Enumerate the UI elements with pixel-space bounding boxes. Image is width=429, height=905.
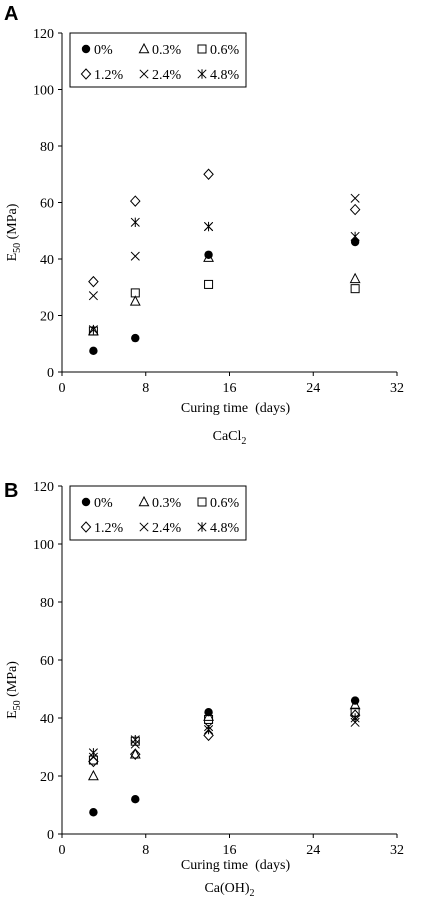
x-tick-label: 8 (142, 843, 149, 858)
y-tick-label: 100 (33, 538, 54, 553)
x-tick-label: 32 (390, 381, 404, 396)
y-tick-label: 60 (40, 654, 54, 669)
x-tick-label: 32 (390, 843, 404, 858)
y-tick-label: 80 (40, 140, 54, 155)
legend-label: 4.8% (210, 521, 240, 536)
legend-box (69, 32, 247, 88)
data-point-diamond (88, 275, 99, 288)
data-point-square (204, 279, 214, 289)
data-point-square (204, 714, 214, 724)
legend-marker-filled-circle (81, 44, 91, 54)
legend-marker-triangle (138, 42, 150, 54)
y-tick-label: 20 (40, 770, 54, 785)
data-point-triangle (203, 251, 214, 262)
legend-marker-square (197, 44, 207, 54)
x-tick-label: 24 (306, 381, 320, 396)
legend-marker-diamond (80, 68, 92, 80)
chart-caption: Ca(OH)2 (204, 881, 254, 899)
y-axis-title: E50 (MPa) (5, 661, 23, 719)
y-axis-title: E50 (MPa) (5, 203, 23, 261)
data-point-filled-circle (131, 333, 140, 343)
legend-box (69, 485, 247, 541)
x-tick-label: 16 (223, 381, 237, 396)
legend-label: 0.3% (152, 43, 182, 58)
x-tick-label: 16 (223, 843, 237, 858)
y-tick-label: 0 (47, 828, 54, 843)
y-tick-label: 120 (33, 27, 54, 42)
legend-marker-asterisk (197, 522, 207, 532)
legend-label: 0% (94, 496, 113, 511)
data-point-triangle (349, 272, 361, 284)
data-point-filled-circle (131, 795, 140, 804)
data-point-triangle (87, 769, 99, 781)
data-point-square (350, 284, 360, 294)
y-tick-label: 80 (40, 596, 54, 611)
legend-label: 4.8% (210, 68, 240, 83)
legend-label: 0.6% (210, 43, 240, 58)
data-point-filled-circle (350, 237, 360, 247)
data-points (87, 696, 361, 817)
legend-label: 2.4% (152, 521, 182, 536)
data-point-triangle (129, 748, 141, 759)
y-tick-label: 0 (47, 366, 54, 381)
legend-marker-square (197, 497, 207, 507)
y-tick-label: 40 (40, 712, 54, 727)
chart-panel-a: A 0 20 40 60 80 100 120 0 8 16 24 32 Curing time (day… (4, 3, 404, 447)
data-point-diamond (88, 755, 99, 768)
panel-letter: A (4, 3, 18, 25)
y-tick-label: 60 (40, 197, 54, 212)
x-axis-title: Curing time (days) (181, 401, 291, 416)
legend-label: 1.2% (94, 68, 124, 83)
data-point-asterisk (350, 713, 360, 723)
legend-label: 2.4% (152, 68, 182, 83)
data-point-diamond (130, 195, 141, 207)
chart-panel-b: B 0 20 40 60 80 100 120 0 8 16 24 32 Curing time (day… (4, 480, 404, 899)
legend-marker-filled-circle (81, 497, 91, 507)
data-points (87, 168, 361, 356)
legend-marker-triangle (138, 495, 150, 507)
x-tick-label: 24 (306, 843, 320, 858)
data-point-x-cross (130, 251, 140, 261)
x-tick-label: 8 (142, 381, 149, 396)
x-axis-title: Curing time (days) (181, 858, 291, 873)
y-tick-label: 20 (40, 310, 54, 325)
data-point-triangle (129, 295, 141, 306)
data-point-filled-circle (89, 346, 98, 356)
data-point-diamond (203, 168, 214, 180)
data-point-diamond (130, 748, 141, 760)
y-tick-label: 100 (33, 84, 54, 99)
data-point-asterisk (130, 735, 140, 745)
data-point-square (130, 288, 140, 298)
panel-letter: B (4, 480, 18, 502)
legend-label: 1.2% (94, 521, 124, 536)
data-point-x-cross (88, 291, 98, 301)
data-point-asterisk (350, 231, 360, 242)
legend-label: 0.6% (210, 496, 240, 511)
data-point-filled-circle (89, 808, 98, 817)
legend-label: 0.3% (152, 496, 182, 511)
legend-marker-x-cross (139, 522, 149, 532)
data-point-asterisk (204, 221, 214, 232)
y-tick-label: 40 (40, 253, 54, 268)
legend: 0% 0.3% 0.6% 1.2% 2.4% 4.8% (69, 485, 247, 541)
data-point-x-cross (350, 193, 360, 203)
legend-marker-x-cross (139, 69, 149, 79)
x-tick-label: 0 (59, 381, 66, 396)
legend-marker-diamond (80, 521, 92, 533)
data-point-asterisk (204, 724, 214, 735)
data-point-asterisk (130, 217, 140, 227)
data-point-asterisk (88, 324, 98, 335)
data-point-triangle (349, 698, 361, 710)
chart-caption: CaCl2 (213, 429, 247, 447)
data-point-diamond (349, 203, 361, 216)
data-point-asterisk (88, 748, 98, 758)
legend-label: 0% (94, 43, 113, 58)
x-tick-label: 0 (59, 843, 66, 858)
data-point-diamond (203, 729, 214, 742)
legend: 0% 0.3% 0.6% 1.2% 2.4% 4.8% (69, 32, 247, 88)
y-tick-label: 120 (33, 480, 54, 495)
legend-marker-asterisk (197, 69, 207, 79)
